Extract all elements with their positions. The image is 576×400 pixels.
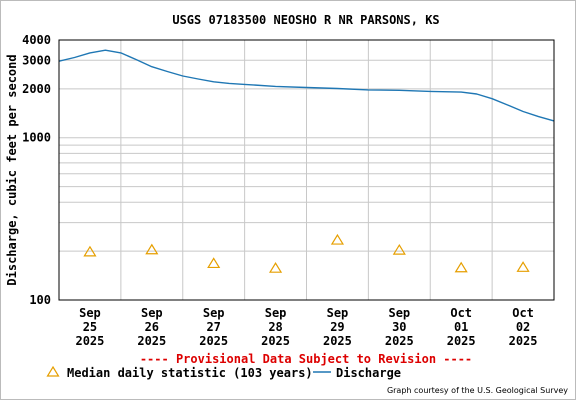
legend-median-label: Median daily statistic (103 years) <box>67 366 313 380</box>
x-tick-label: 01 <box>454 320 468 334</box>
x-tick-label: 2025 <box>199 334 228 348</box>
median-point <box>516 261 530 272</box>
median-point <box>392 243 406 255</box>
y-tick-label: 100 <box>29 293 51 307</box>
x-tick-label: 30 <box>392 320 406 334</box>
credit-text: Graph courtesy of the U.S. Geological Su… <box>387 386 568 395</box>
x-tick-label: 2025 <box>447 334 476 348</box>
x-tick-label: Sep <box>203 306 225 320</box>
x-tick-label: 2025 <box>509 334 538 348</box>
median-point <box>330 233 345 245</box>
x-tick-label: 25 <box>83 320 97 334</box>
median-point <box>207 257 221 269</box>
x-tick-label: 28 <box>268 320 282 334</box>
x-tick-label: 02 <box>516 320 530 334</box>
median-point <box>454 261 468 273</box>
x-tick-label: Sep <box>327 306 349 320</box>
provisional-notice: ---- Provisional Data Subject to Revisio… <box>140 352 472 366</box>
y-tick-label: 2000 <box>22 82 51 96</box>
x-tick-label: 27 <box>206 320 220 334</box>
x-tick-label: 2025 <box>75 334 104 348</box>
plot-area-border <box>58 39 555 301</box>
legend-discharge-label: Discharge <box>336 366 401 380</box>
chart-title: USGS 07183500 NEOSHO R NR PARSONS, KS <box>172 13 439 27</box>
series <box>58 49 555 273</box>
x-tick-label: Sep <box>265 306 287 320</box>
x-tick-label: Sep <box>79 306 101 320</box>
legend-median-symbol <box>46 365 60 377</box>
median-point <box>83 245 97 257</box>
legend: Median daily statistic (103 years) Disch… <box>46 365 401 380</box>
y-tick-label: 3000 <box>22 53 51 67</box>
x-tick-label: 2025 <box>385 334 414 348</box>
x-tick-label: Sep <box>141 306 163 320</box>
median-point <box>268 262 283 273</box>
x-tick-label: 26 <box>145 320 159 334</box>
x-tick-label: 29 <box>330 320 344 334</box>
y-tick-label: 4000 <box>22 33 51 47</box>
y-tick-label: 1000 <box>22 131 51 145</box>
discharge-line <box>58 49 555 122</box>
x-tick-label: Oct <box>512 306 534 320</box>
x-tick-label: Oct <box>450 306 472 320</box>
tick-labels: 1001000200030004000Sep252025Sep262025Sep… <box>22 33 537 348</box>
median-point <box>145 243 159 255</box>
x-tick-label: Sep <box>388 306 410 320</box>
x-tick-label: 2025 <box>261 334 290 348</box>
x-tick-label: 2025 <box>323 334 352 348</box>
grid <box>59 40 554 300</box>
y-axis-label: Discharge, cubic feet per second <box>5 54 19 285</box>
x-tick-label: 2025 <box>137 334 166 348</box>
